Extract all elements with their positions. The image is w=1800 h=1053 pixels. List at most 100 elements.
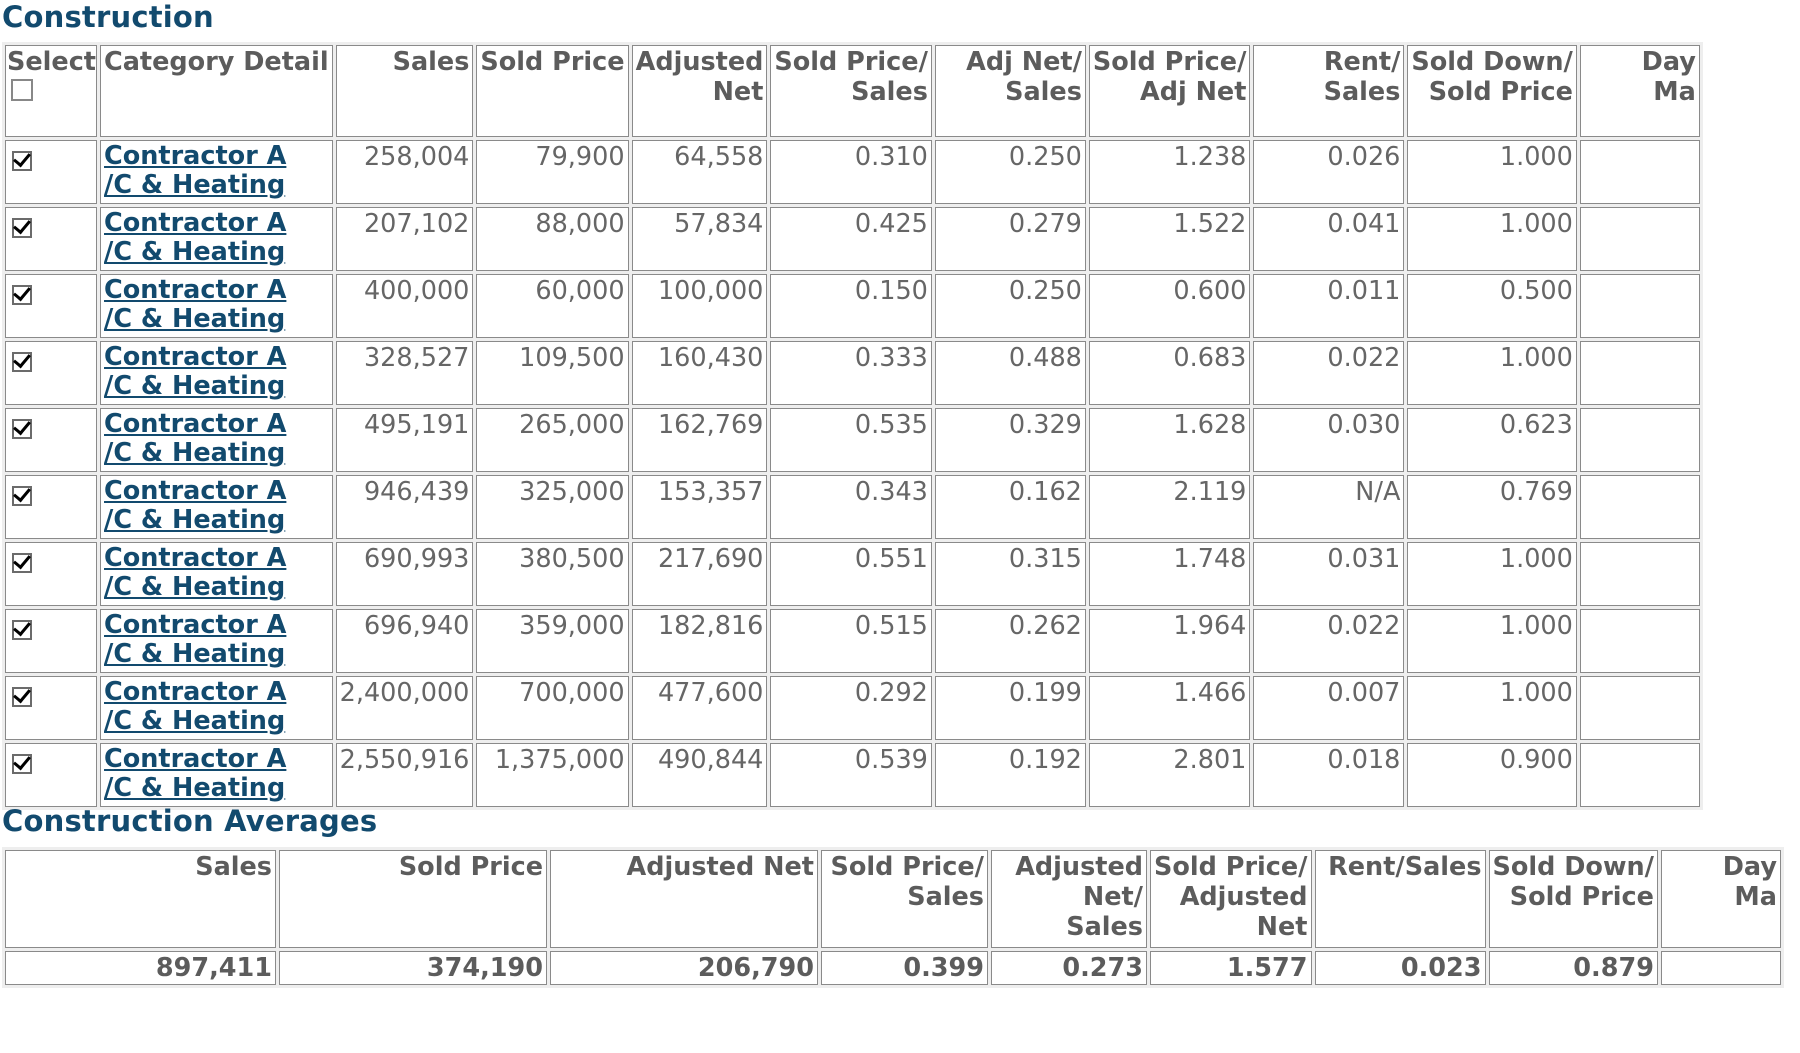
col-header-days-on-market[interactable]: Day Ma (1579, 45, 1700, 137)
category-detail-cell: Contractor A /C & Heating (100, 542, 333, 606)
row-select-checkbox[interactable] (12, 285, 32, 305)
select-cell (5, 475, 98, 539)
category-detail-link[interactable]: Contractor A /C & Heating (104, 275, 287, 334)
averages-header-row: Sales Sold Price Adjusted Net Sold Price… (5, 850, 1781, 948)
row-select-checkbox[interactable] (12, 553, 32, 573)
avg-header-sold-price-adjusted-net: Sold Price/ Adjusted Net (1150, 850, 1312, 948)
row-select-checkbox[interactable] (12, 218, 32, 238)
category-detail-cell: Contractor A /C & Heating (100, 207, 333, 271)
category-detail-link[interactable]: Contractor A /C & Heating (104, 543, 287, 602)
category-detail-cell: Contractor A /C & Heating (100, 609, 333, 673)
construction-table: Select Category Detail Sales Sold Price … (2, 42, 1703, 810)
adjusted-net-cell: 182,816 (631, 609, 768, 673)
select-all-checkbox[interactable] (11, 79, 33, 101)
sold-price-sales-cell: 0.292 (770, 676, 932, 740)
category-detail-cell: Contractor A /C & Heating (100, 676, 333, 740)
category-detail-link[interactable]: Contractor A /C & Heating (104, 744, 287, 803)
construction-averages-table: Sales Sold Price Adjusted Net Sold Price… (2, 847, 1784, 988)
select-cell (5, 676, 98, 740)
sold-price-adj-net-cell: 1.238 (1088, 140, 1251, 204)
sold-price-sales-cell: 0.425 (770, 207, 932, 271)
col-header-adj-net-sales[interactable]: Adj Net/ Sales (934, 45, 1086, 137)
sales-cell: 690,993 (335, 542, 474, 606)
sold-price-cell: 60,000 (476, 274, 629, 338)
sold-price-adj-net-cell: 2.801 (1088, 743, 1251, 807)
table-row: Contractor A /C & Heating 946,439 325,00… (5, 475, 1700, 539)
col-header-sold-price-adj-net[interactable]: Sold Price/ Adj Net (1088, 45, 1251, 137)
select-cell (5, 341, 98, 405)
category-detail-link[interactable]: Contractor A /C & Heating (104, 141, 287, 200)
table-row: Contractor A /C & Heating 258,004 79,900… (5, 140, 1700, 204)
row-select-checkbox[interactable] (12, 419, 32, 439)
col-header-sold-price[interactable]: Sold Price (476, 45, 629, 137)
days-on-market-cell (1579, 274, 1700, 338)
row-select-checkbox[interactable] (12, 486, 32, 506)
sold-price-adj-net-cell: 0.600 (1088, 274, 1251, 338)
row-select-checkbox[interactable] (12, 687, 32, 707)
construction-table-body: Contractor A /C & Heating 258,004 79,900… (5, 140, 1700, 807)
select-cell (5, 140, 98, 204)
row-select-checkbox[interactable] (12, 754, 32, 774)
sold-down-sold-price-cell: 1.000 (1407, 341, 1577, 405)
adj-net-sales-cell: 0.250 (934, 274, 1086, 338)
avg-rent-sales-value: 0.023 (1314, 951, 1486, 985)
col-header-select: Select (5, 45, 98, 137)
days-on-market-cell (1579, 676, 1700, 740)
sold-price-cell: 265,000 (476, 408, 629, 472)
adj-net-sales-cell: 0.315 (934, 542, 1086, 606)
sales-cell: 328,527 (335, 341, 474, 405)
select-cell (5, 408, 98, 472)
adj-net-sales-cell: 0.162 (934, 475, 1086, 539)
col-header-sold-down-sold-price[interactable]: Sold Down/ Sold Price (1407, 45, 1577, 137)
row-select-checkbox[interactable] (12, 151, 32, 171)
sold-price-cell: 700,000 (476, 676, 629, 740)
adj-net-sales-cell: 0.329 (934, 408, 1086, 472)
avg-header-adjusted-net-sales: Adjusted Net/ Sales (991, 850, 1147, 948)
col-header-category-detail[interactable]: Category Detail (100, 45, 333, 137)
row-select-checkbox[interactable] (12, 352, 32, 372)
days-on-market-cell (1579, 341, 1700, 405)
days-on-market-cell (1579, 207, 1700, 271)
days-on-market-cell (1579, 408, 1700, 472)
category-detail-link[interactable]: Contractor A /C & Heating (104, 409, 287, 468)
sold-down-sold-price-cell: 1.000 (1407, 207, 1577, 271)
sales-cell: 2,400,000 (335, 676, 474, 740)
sold-price-adj-net-cell: 1.964 (1088, 609, 1251, 673)
col-header-sold-price-sales[interactable]: Sold Price/ Sales (770, 45, 932, 137)
sold-down-sold-price-cell: 1.000 (1407, 140, 1577, 204)
adjusted-net-cell: 162,769 (631, 408, 768, 472)
days-on-market-cell (1579, 609, 1700, 673)
adj-net-sales-cell: 0.199 (934, 676, 1086, 740)
row-select-checkbox[interactable] (12, 620, 32, 640)
category-detail-link[interactable]: Contractor A /C & Heating (104, 342, 287, 401)
table-row: Contractor A /C & Heating 328,527 109,50… (5, 341, 1700, 405)
sold-price-sales-cell: 0.333 (770, 341, 932, 405)
table-row: Contractor A /C & Heating 2,400,000 700,… (5, 676, 1700, 740)
category-detail-link[interactable]: Contractor A /C & Heating (104, 610, 287, 669)
sold-down-sold-price-cell: 0.769 (1407, 475, 1577, 539)
col-header-adjusted-net[interactable]: Adjusted Net (631, 45, 768, 137)
sold-down-sold-price-cell: 1.000 (1407, 542, 1577, 606)
avg-adjusted-net-sales-value: 0.273 (991, 951, 1147, 985)
rent-sales-cell: 0.022 (1253, 609, 1405, 673)
adj-net-sales-cell: 0.488 (934, 341, 1086, 405)
col-header-rent-sales[interactable]: Rent/ Sales (1253, 45, 1405, 137)
sold-price-cell: 88,000 (476, 207, 629, 271)
avg-header-adjusted-net: Adjusted Net (550, 850, 818, 948)
category-detail-cell: Contractor A /C & Heating (100, 408, 333, 472)
avg-header-sold-price: Sold Price (279, 850, 547, 948)
adj-net-sales-cell: 0.250 (934, 140, 1086, 204)
sold-price-sales-cell: 0.551 (770, 542, 932, 606)
sold-price-cell: 1,375,000 (476, 743, 629, 807)
sales-cell: 2,550,916 (335, 743, 474, 807)
category-detail-link[interactable]: Contractor A /C & Heating (104, 677, 287, 736)
table-header-row: Select Category Detail Sales Sold Price … (5, 45, 1700, 137)
category-detail-link[interactable]: Contractor A /C & Heating (104, 208, 287, 267)
avg-days-on-market-value (1660, 951, 1781, 985)
col-header-sales[interactable]: Sales (335, 45, 474, 137)
sold-price-sales-cell: 0.310 (770, 140, 932, 204)
sales-cell: 696,940 (335, 609, 474, 673)
category-detail-link[interactable]: Contractor A /C & Heating (104, 476, 287, 535)
sold-price-cell: 359,000 (476, 609, 629, 673)
sold-price-adj-net-cell: 1.522 (1088, 207, 1251, 271)
